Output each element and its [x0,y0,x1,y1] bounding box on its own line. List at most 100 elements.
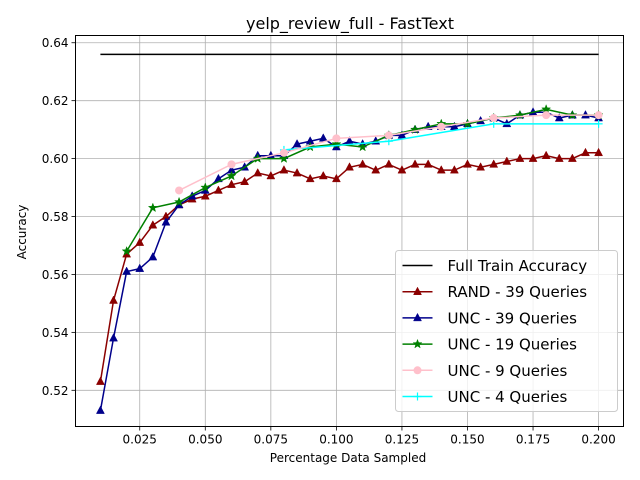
data-point [397,165,407,174]
data-point [109,333,118,342]
data-point [305,173,315,183]
x-tick-label: 0.125 [385,433,419,447]
legend-item: UNC - 39 Queries [402,309,578,327]
legend-marker [413,286,422,295]
x-tick-label: 0.175 [516,433,550,447]
data-point [147,202,158,213]
data-point [266,170,276,180]
data-point [581,110,590,119]
data-point [554,153,564,162]
legend-label: Full Train Accuracy [448,257,588,275]
data-point [410,159,420,168]
x-tick-label: 0.025 [123,433,157,447]
data-point [436,165,446,174]
data-point [541,150,551,159]
x-axis-label: Percentage Data Sampled [270,451,426,465]
data-point [253,168,263,177]
data-point [567,153,577,162]
data-point [384,159,394,168]
axes [75,35,624,427]
data-point [594,147,604,157]
legend-label: UNC - 9 Queries [448,362,568,380]
data-point [318,170,328,180]
data-point [173,196,185,207]
data-point [423,159,433,168]
y-tick-label: 0.56 [42,268,69,282]
legend-label: UNC - 39 Queries [448,309,578,327]
legend-label: RAND - 39 Queries [448,283,588,301]
data-point [135,237,145,246]
data-point [331,173,341,183]
legend-label: UNC - 4 Queries [448,388,568,406]
legend-marker [413,366,422,375]
data-point [121,245,132,256]
data-point [449,165,459,174]
y-tick-label: 0.62 [42,94,69,108]
data-point [175,186,184,195]
data-point [594,111,603,120]
x-tick-label: 0.050 [188,433,222,447]
data-point [437,122,446,131]
data-point [278,153,290,163]
x-tick-label: 0.100 [319,433,353,447]
data-point [95,376,105,385]
data-point [384,131,393,140]
data-point [240,176,250,186]
data-point [148,252,158,261]
data-point [109,295,118,304]
y-tick-label: 0.58 [42,210,69,224]
chart-title: yelp_review_full - FastText [246,14,454,34]
data-point [292,139,302,148]
data-point [476,162,486,171]
data-point [226,170,237,181]
legend-item: UNC - 4 Queries [402,388,568,406]
data-point [502,118,512,128]
y-tick-label: 0.52 [42,384,69,398]
data-point [581,147,590,157]
data-point [515,153,525,162]
data-point [463,159,472,168]
ticks: 0.025 0.050 0.075 0.100 0.125 0.150 0.175 0.200… [42,36,616,446]
data-point [135,263,145,272]
plot-frame [75,35,624,427]
y-tick-label: 0.60 [42,152,69,166]
data-point [95,405,105,414]
series-layer [95,53,604,414]
legend-item: UNC - 19 Queries [402,336,577,354]
series-unc-9-queries [175,111,603,195]
legend-item: RAND - 39 Queries [402,283,588,301]
data-point [594,119,603,128]
x-tick-label: 0.200 [581,433,615,447]
data-point [358,159,368,168]
series-line [283,123,599,151]
data-point [528,153,538,162]
data-point [213,185,223,194]
legend-marker [413,392,422,401]
legend-box [395,250,618,412]
x-tick-label: 0.075 [254,433,288,447]
y-axis-label: Accuracy [15,205,29,260]
data-point [227,160,236,169]
data-point [148,220,158,229]
data-point [292,168,302,177]
data-point [332,134,341,143]
data-point [305,141,316,152]
legend-marker [412,338,423,349]
series-rand-39-queries [95,147,604,385]
data-point [200,191,210,200]
data-point [227,179,236,188]
legend-item: UNC - 9 Queries [402,362,568,380]
y-tick-label: 0.54 [42,326,69,340]
data-point [489,159,499,168]
data-point [279,165,289,174]
data-point [122,266,132,275]
legend: Full Train Accuracy RAND - 39 Queries UNC … [395,250,618,412]
data-point [161,217,171,226]
data-point [489,114,498,123]
x-tick-label: 0.150 [450,433,484,447]
data-point [345,162,354,171]
legend-item: Full Train Accuracy [402,257,588,275]
data-point [502,156,512,165]
data-point [279,148,288,157]
